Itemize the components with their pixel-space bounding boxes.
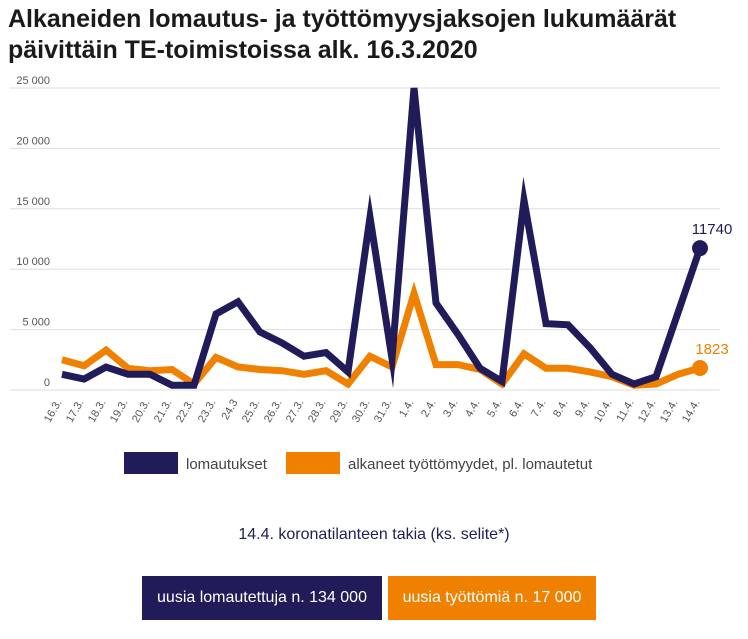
line-chart: 0 5 000 10 000 15 000 20 000 25 000 16.3. 17.3.… (10, 75, 733, 474)
x-tick-label: 17.3. (64, 398, 87, 425)
end-value-label: 1823 (695, 341, 728, 358)
legend-swatch (286, 452, 340, 474)
x-tick-label: 8.4. (551, 398, 571, 420)
x-tick-label: 7.4. (529, 398, 549, 420)
x-tick-label: 6.4. (507, 398, 527, 420)
x-tick-label: 24.3 (219, 398, 240, 423)
series-line-unemployed (61, 281, 701, 389)
title-line-2: päivittäin TE-toimistoissa alk. 16.3.202… (8, 36, 478, 64)
x-tick-label: 5.4. (485, 398, 505, 420)
x-tick-label: 1.4. (397, 398, 417, 420)
x-tick-label: 2.4. (419, 398, 439, 420)
x-tick-label: 31.3. (372, 398, 395, 425)
x-tick-label: 27.3. (284, 398, 307, 425)
x-tick-label: 20.3. (130, 398, 153, 425)
x-tick-label: 21.3. (152, 398, 175, 425)
legend-swatch (124, 452, 178, 474)
y-tick-label: 25 000 (16, 75, 50, 87)
unemployed-total-badge: uusia työttömiä n. 17 000 (388, 576, 596, 620)
y-tick-label: 5 000 (22, 317, 50, 329)
x-tick-label: 4.4. (463, 398, 483, 420)
end-point-marker (692, 240, 708, 257)
chart-title: Alkaneiden lomautus- ja työttömyysjaksoj… (8, 4, 744, 66)
x-tick-label: 28.3. (306, 398, 329, 425)
end-point-marker (692, 359, 708, 376)
x-tick-label: 9.4. (573, 398, 593, 420)
x-tick-label: 23.3. (196, 398, 219, 425)
x-tick-label: 3.4. (441, 398, 461, 420)
legend-label: alkaneet työttömyydet, pl. lomautetut (348, 456, 593, 473)
y-tick-label: 0 (44, 377, 50, 389)
x-tick-label: 22.3. (174, 398, 197, 425)
y-tick-label: 10 000 (16, 256, 50, 268)
x-tick-label: 13.4. (658, 398, 681, 425)
y-tick-label: 20 000 (16, 135, 50, 147)
x-tick-label: 29.3. (328, 398, 351, 425)
x-tick-label: 16.3. (42, 398, 65, 425)
title-line-1: Alkaneiden lomautus- ja työttömyysjaksoj… (8, 5, 677, 33)
chart-subtitle: 14.4. koronatilanteen takia (ks. selite*… (238, 526, 510, 543)
x-tick-label: 19.3. (108, 398, 131, 425)
x-tick-label: 25.3. (240, 398, 263, 425)
x-tick-label: 11.4. (614, 398, 636, 424)
x-tick-label: 12.4. (636, 398, 659, 425)
end-value-label: 11740 (692, 221, 733, 238)
legend-label: lomautukset (186, 456, 268, 473)
series-line-layoffs (61, 87, 704, 389)
x-tick-label: 14.4. (680, 398, 703, 425)
x-tick-label: 18.3. (86, 398, 109, 425)
y-tick-label: 15 000 (16, 196, 50, 208)
layoffs-total-badge: uusia lomautettuja n. 134 000 (142, 576, 382, 620)
x-tick-label: 30.3. (350, 398, 373, 425)
x-tick-label: 26.3. (262, 398, 285, 425)
x-tick-label: 10.4. (592, 398, 615, 425)
